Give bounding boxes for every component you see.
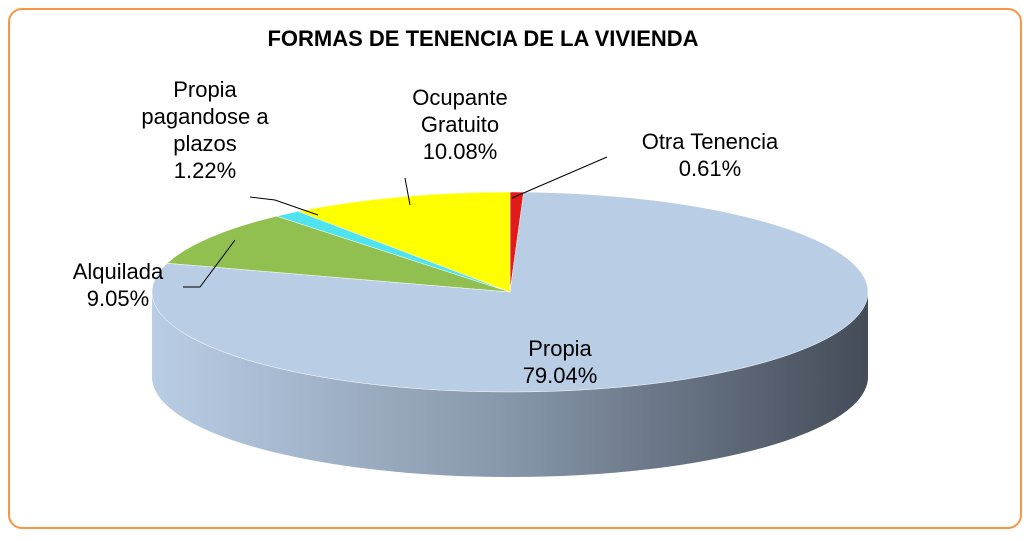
label-value: 1.22% [173,158,237,183]
slice [297,191,511,293]
label-category: Ocupante Gratuito [412,85,508,137]
data-label: Alquilada 9.05% [50,258,186,312]
label-value: 9.05% [86,286,150,311]
leader-line [249,196,319,216]
leader-line [511,156,608,199]
data-label: Propia 79.04% [460,335,660,389]
label-value: 10.08% [422,139,498,164]
label-value: 0.61% [678,156,742,181]
label-category: Propia pagandose a plazos [141,77,269,156]
label-category: Propia [528,336,592,361]
label-value: 79.04% [522,363,598,388]
chart-title: FORMAS DE TENENCIA DE LA VIVIENDA [267,26,699,51]
label-category: Alquilada [72,259,164,284]
data-label: Ocupante Gratuito 10.08% [400,84,520,165]
data-label: Otra Tenencia 0.61% [610,128,810,182]
slice [166,215,511,293]
leader-line [183,239,236,288]
data-label: Propia pagandose a plazos 1.22% [135,76,275,184]
label-category: Otra Tenencia [641,129,779,154]
slice-side [152,292,868,477]
leader-line [404,177,411,206]
chart-frame [8,8,1022,529]
